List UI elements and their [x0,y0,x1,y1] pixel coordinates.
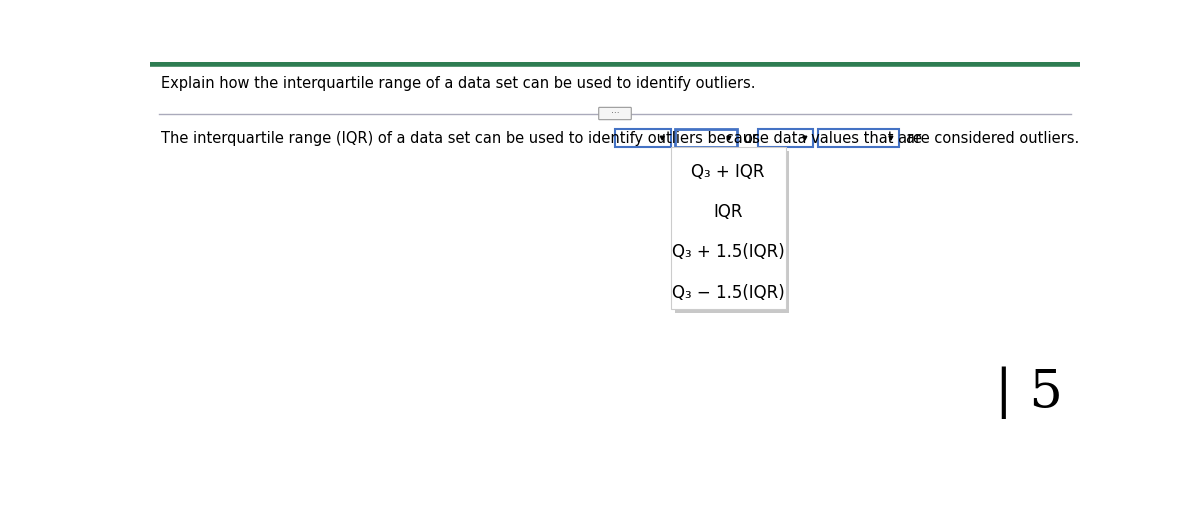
Polygon shape [803,136,806,140]
Text: ···: ··· [611,109,619,118]
Text: Explain how the interquartile range of a data set can be used to identify outlie: Explain how the interquartile range of a… [161,76,755,91]
Text: are considered outliers.: are considered outliers. [906,131,1079,146]
Text: or: or [743,131,758,146]
Bar [674,151,790,313]
Bar [671,148,786,309]
Text: Q₃ − 1.5(IQR): Q₃ − 1.5(IQR) [672,284,785,302]
Text: IQR: IQR [713,203,743,221]
FancyBboxPatch shape [599,107,631,120]
Text: Q₃ + IQR: Q₃ + IQR [691,163,764,181]
Bar [818,129,900,148]
Bar [676,129,738,148]
Polygon shape [660,136,665,140]
Polygon shape [889,136,893,140]
Bar [616,129,671,148]
Text: | 5: | 5 [995,367,1063,420]
Text: Q₃ + 1.5(IQR): Q₃ + 1.5(IQR) [672,244,785,262]
Polygon shape [727,136,731,140]
Bar [757,129,814,148]
Text: The interquartile range (IQR) of a data set can be used to identify outliers bec: The interquartile range (IQR) of a data … [161,131,922,146]
